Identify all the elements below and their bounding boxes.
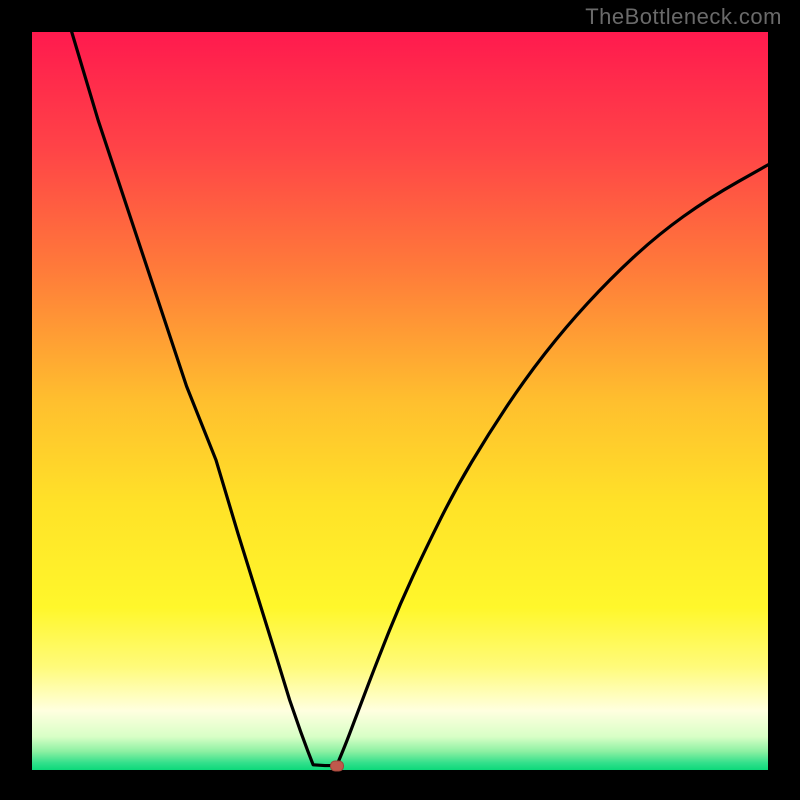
plot-area	[32, 32, 768, 770]
v-curve-path	[72, 32, 768, 766]
watermark-text: TheBottleneck.com	[585, 4, 782, 30]
curve-svg	[32, 32, 768, 770]
minimum-marker	[330, 760, 344, 771]
